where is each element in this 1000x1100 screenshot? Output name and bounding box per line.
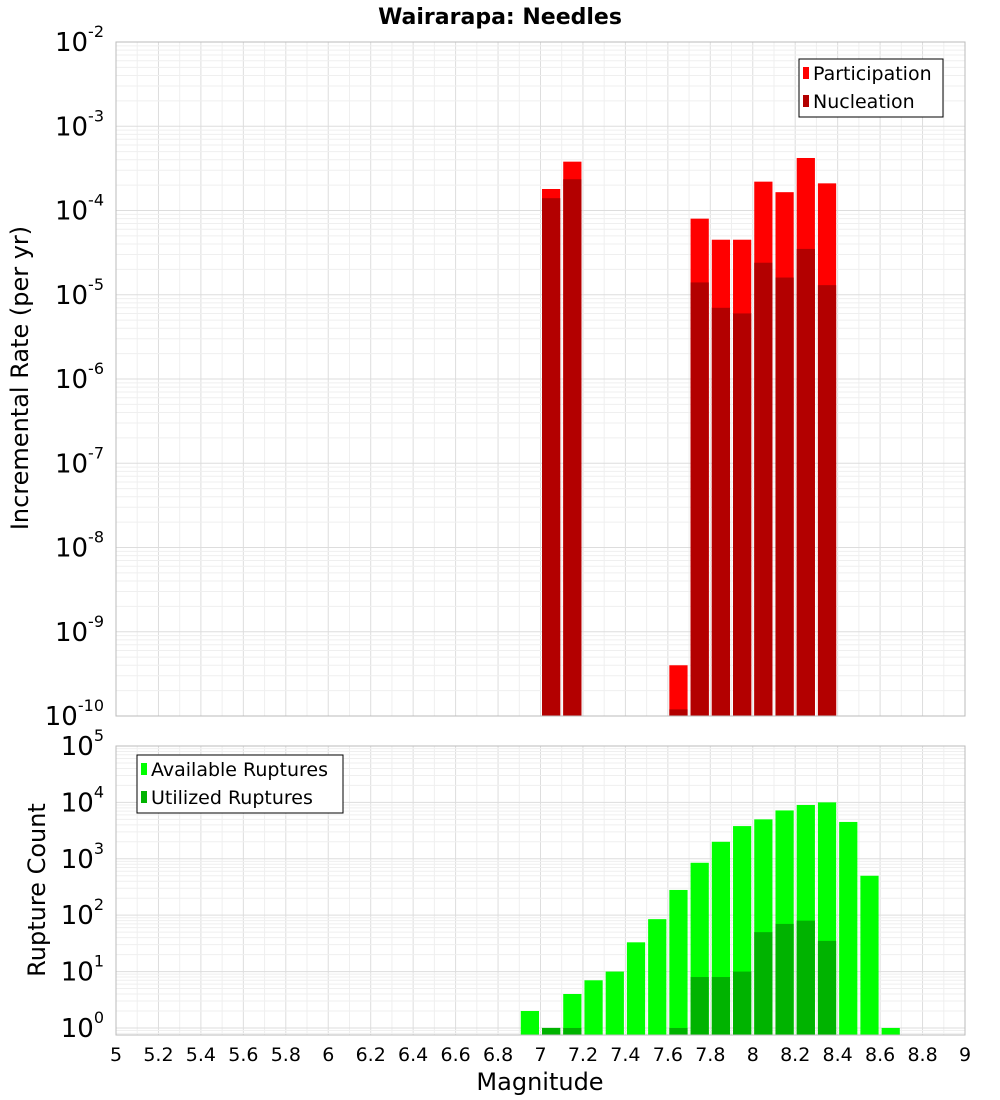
bottom-bar-series2 — [775, 923, 794, 1035]
bottom-bar-series2 — [796, 920, 815, 1035]
bottom-bar-series1 — [584, 980, 603, 1035]
bottom-bar-series1 — [648, 919, 667, 1035]
x-tick-label: 8.2 — [780, 1044, 810, 1066]
bottom-legend: Available Ruptures Utilized Ruptures — [136, 754, 344, 814]
top-legend-label: Nucleation — [813, 91, 915, 113]
bottom-bar-series1 — [626, 942, 646, 1035]
bottom-bar-series1 — [563, 994, 582, 1035]
x-tick-label: 8.6 — [865, 1044, 895, 1066]
x-tick-label: 5.6 — [228, 1044, 258, 1066]
x-tick-label: 6.8 — [483, 1044, 513, 1066]
top-y-tick-label: 10-4 — [55, 191, 104, 227]
top-bar-series2 — [669, 709, 688, 716]
top-legend-swatch — [803, 95, 809, 107]
x-tick-label: 8.4 — [823, 1044, 853, 1066]
bottom-legend-swatch — [141, 763, 147, 775]
x-tick-label: 8.8 — [907, 1044, 937, 1066]
top-y-tick-label: 10-8 — [55, 528, 104, 564]
bottom-bar-series2 — [690, 977, 709, 1035]
top-bar-series2 — [733, 313, 752, 716]
bottom-bar-series1 — [881, 1027, 900, 1035]
top-bar-series2 — [817, 285, 837, 716]
bottom-bar-series2 — [563, 1027, 582, 1035]
top-y-tick-label: 10-7 — [55, 443, 104, 479]
bottom-y-tick-label: 102 — [61, 895, 104, 931]
x-tick-label: 7.2 — [568, 1044, 598, 1066]
top-y-tick-label: 10-10 — [45, 696, 104, 732]
bottom-bar-series2 — [754, 932, 773, 1035]
chart-title: Wairarapa: Needles — [378, 5, 622, 30]
x-axis-label: Magnitude — [476, 1068, 603, 1096]
top-grid — [115, 41, 966, 717]
x-tick-label: 5.2 — [143, 1044, 173, 1066]
x-tick-label: 6 — [322, 1044, 334, 1066]
top-bar-series2 — [563, 179, 582, 716]
top-bar-series2 — [711, 307, 731, 716]
top-legend-box — [798, 58, 944, 118]
top-y-axis-label: Incremental Rate (per yr) — [6, 226, 34, 530]
x-tick-label: 6.2 — [356, 1044, 386, 1066]
top-bar-series2 — [796, 248, 815, 716]
top-bar-series2 — [542, 198, 561, 716]
x-tick-label: 7.6 — [653, 1044, 683, 1066]
x-tick-label: 6.4 — [398, 1044, 428, 1066]
bottom-y-tick-label: 105 — [61, 726, 104, 762]
bottom-legend-box — [136, 754, 344, 814]
bottom-y-tick-label: 104 — [61, 782, 104, 818]
bottom-bar-series2 — [542, 1027, 561, 1035]
bottom-bar-series1 — [605, 971, 624, 1035]
x-tick-label: 7 — [534, 1044, 546, 1066]
x-tick-label: 9 — [959, 1044, 971, 1066]
bottom-legend-swatch — [141, 791, 147, 803]
bottom-y-axis-label: Rupture Count — [23, 803, 51, 977]
bottom-plot-area: 100 101 102 103 104 105 5 5.2 5.4 5.6 5.8 6 6.2 6.4 6.… — [61, 726, 971, 1066]
top-bar-series2 — [754, 262, 773, 716]
bottom-legend-label: Available Ruptures — [151, 759, 328, 781]
x-tick-label: 6.6 — [440, 1044, 470, 1066]
top-bar-series2 — [775, 277, 794, 716]
top-y-tick-label: 10-2 — [55, 22, 104, 58]
top-bars — [542, 157, 837, 717]
bottom-bar-series2 — [733, 971, 752, 1035]
bottom-y-tick-label: 101 — [61, 952, 104, 988]
bottom-bar-series1 — [669, 889, 688, 1035]
bottom-bar-series2 — [817, 940, 837, 1035]
bottom-bar-series1 — [520, 1010, 539, 1035]
top-y-tick-label: 10-6 — [55, 359, 104, 395]
top-bar-series2 — [690, 282, 709, 716]
top-bar-series1 — [669, 665, 688, 716]
top-legend: Participation Nucleation — [798, 58, 944, 118]
bottom-bar-series2 — [669, 1027, 688, 1035]
bottom-bar-series1 — [860, 875, 879, 1035]
top-y-tick-label: 10-5 — [55, 275, 104, 311]
bottom-plot-frame — [115, 745, 966, 1036]
bottom-legend-label: Utilized Ruptures — [151, 787, 313, 809]
top-legend-swatch — [803, 67, 809, 79]
x-tick-label: 5.8 — [271, 1044, 301, 1066]
bottom-bar-series1 — [839, 821, 858, 1035]
top-plot-area: 10-10 10-9 10-8 10-7 10-6 10-5 10-4 10-3 10-2 Par… — [45, 22, 966, 732]
top-y-tick-label: 10-9 — [55, 612, 104, 648]
bottom-y-tick-label: 100 — [61, 1008, 104, 1044]
x-tick-label: 8 — [747, 1044, 759, 1066]
x-tick-label: 5 — [110, 1044, 122, 1066]
x-tick-label: 5.4 — [186, 1044, 216, 1066]
top-y-tick-label: 10-3 — [55, 106, 104, 142]
bottom-bars — [520, 802, 900, 1035]
top-plot-frame — [115, 41, 966, 717]
bottom-bar-series2 — [711, 977, 731, 1035]
top-legend-label: Participation — [813, 63, 932, 85]
x-tick-label: 7.8 — [695, 1044, 725, 1066]
bottom-y-tick-label: 103 — [61, 839, 104, 875]
x-tick-label: 7.4 — [610, 1044, 640, 1066]
